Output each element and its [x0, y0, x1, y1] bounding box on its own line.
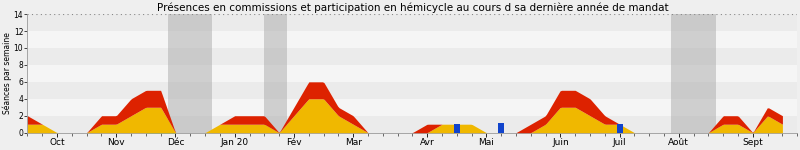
- Bar: [27, 48, 798, 65]
- Bar: [454, 124, 460, 133]
- Bar: [498, 123, 504, 133]
- Bar: [27, 99, 798, 116]
- Y-axis label: Séances par semaine: Séances par semaine: [2, 32, 12, 114]
- Bar: [27, 31, 798, 48]
- Bar: [168, 14, 213, 133]
- Bar: [27, 116, 798, 133]
- Bar: [27, 82, 798, 99]
- Title: Présences en commissions et participation en hémicycle au cours d sa dernière an: Présences en commissions et participatio…: [157, 3, 668, 13]
- Bar: [264, 14, 286, 133]
- Bar: [671, 14, 716, 133]
- Bar: [617, 124, 622, 133]
- Bar: [27, 14, 798, 31]
- Bar: [27, 65, 798, 82]
